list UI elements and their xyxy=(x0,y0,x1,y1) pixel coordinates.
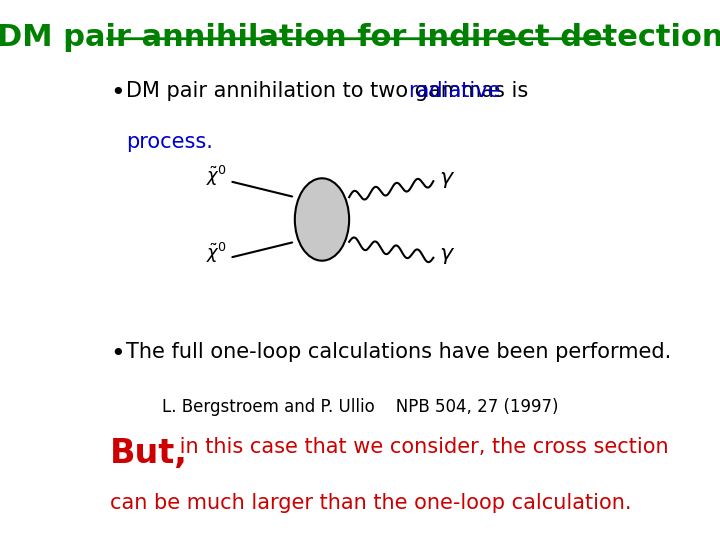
Text: process.: process. xyxy=(127,132,213,152)
Text: $\tilde{\chi}^0$: $\tilde{\chi}^0$ xyxy=(206,164,227,188)
Text: $\tilde{\chi}^0$: $\tilde{\chi}^0$ xyxy=(206,240,227,265)
Text: But,: But, xyxy=(110,437,188,470)
Text: $\gamma$: $\gamma$ xyxy=(438,170,455,190)
Ellipse shape xyxy=(294,178,349,261)
Text: DM pair annihilation to two gammas is: DM pair annihilation to two gammas is xyxy=(127,81,535,102)
Text: DM pair annihilation for indirect detection: DM pair annihilation for indirect detect… xyxy=(0,23,720,52)
Text: radiative: radiative xyxy=(408,81,500,102)
Text: The full one-loop calculations have been performed.: The full one-loop calculations have been… xyxy=(127,342,672,362)
Text: can be much larger than the one-loop calculation.: can be much larger than the one-loop cal… xyxy=(110,494,631,514)
Text: L. Bergstroem and P. Ullio    NPB 504, 27 (1997): L. Bergstroem and P. Ullio NPB 504, 27 (… xyxy=(162,397,558,416)
Text: in this case that we consider, the cross section: in this case that we consider, the cross… xyxy=(173,437,668,457)
Text: •: • xyxy=(110,81,125,105)
Text: •: • xyxy=(110,342,125,366)
Text: $\gamma$: $\gamma$ xyxy=(438,246,455,266)
